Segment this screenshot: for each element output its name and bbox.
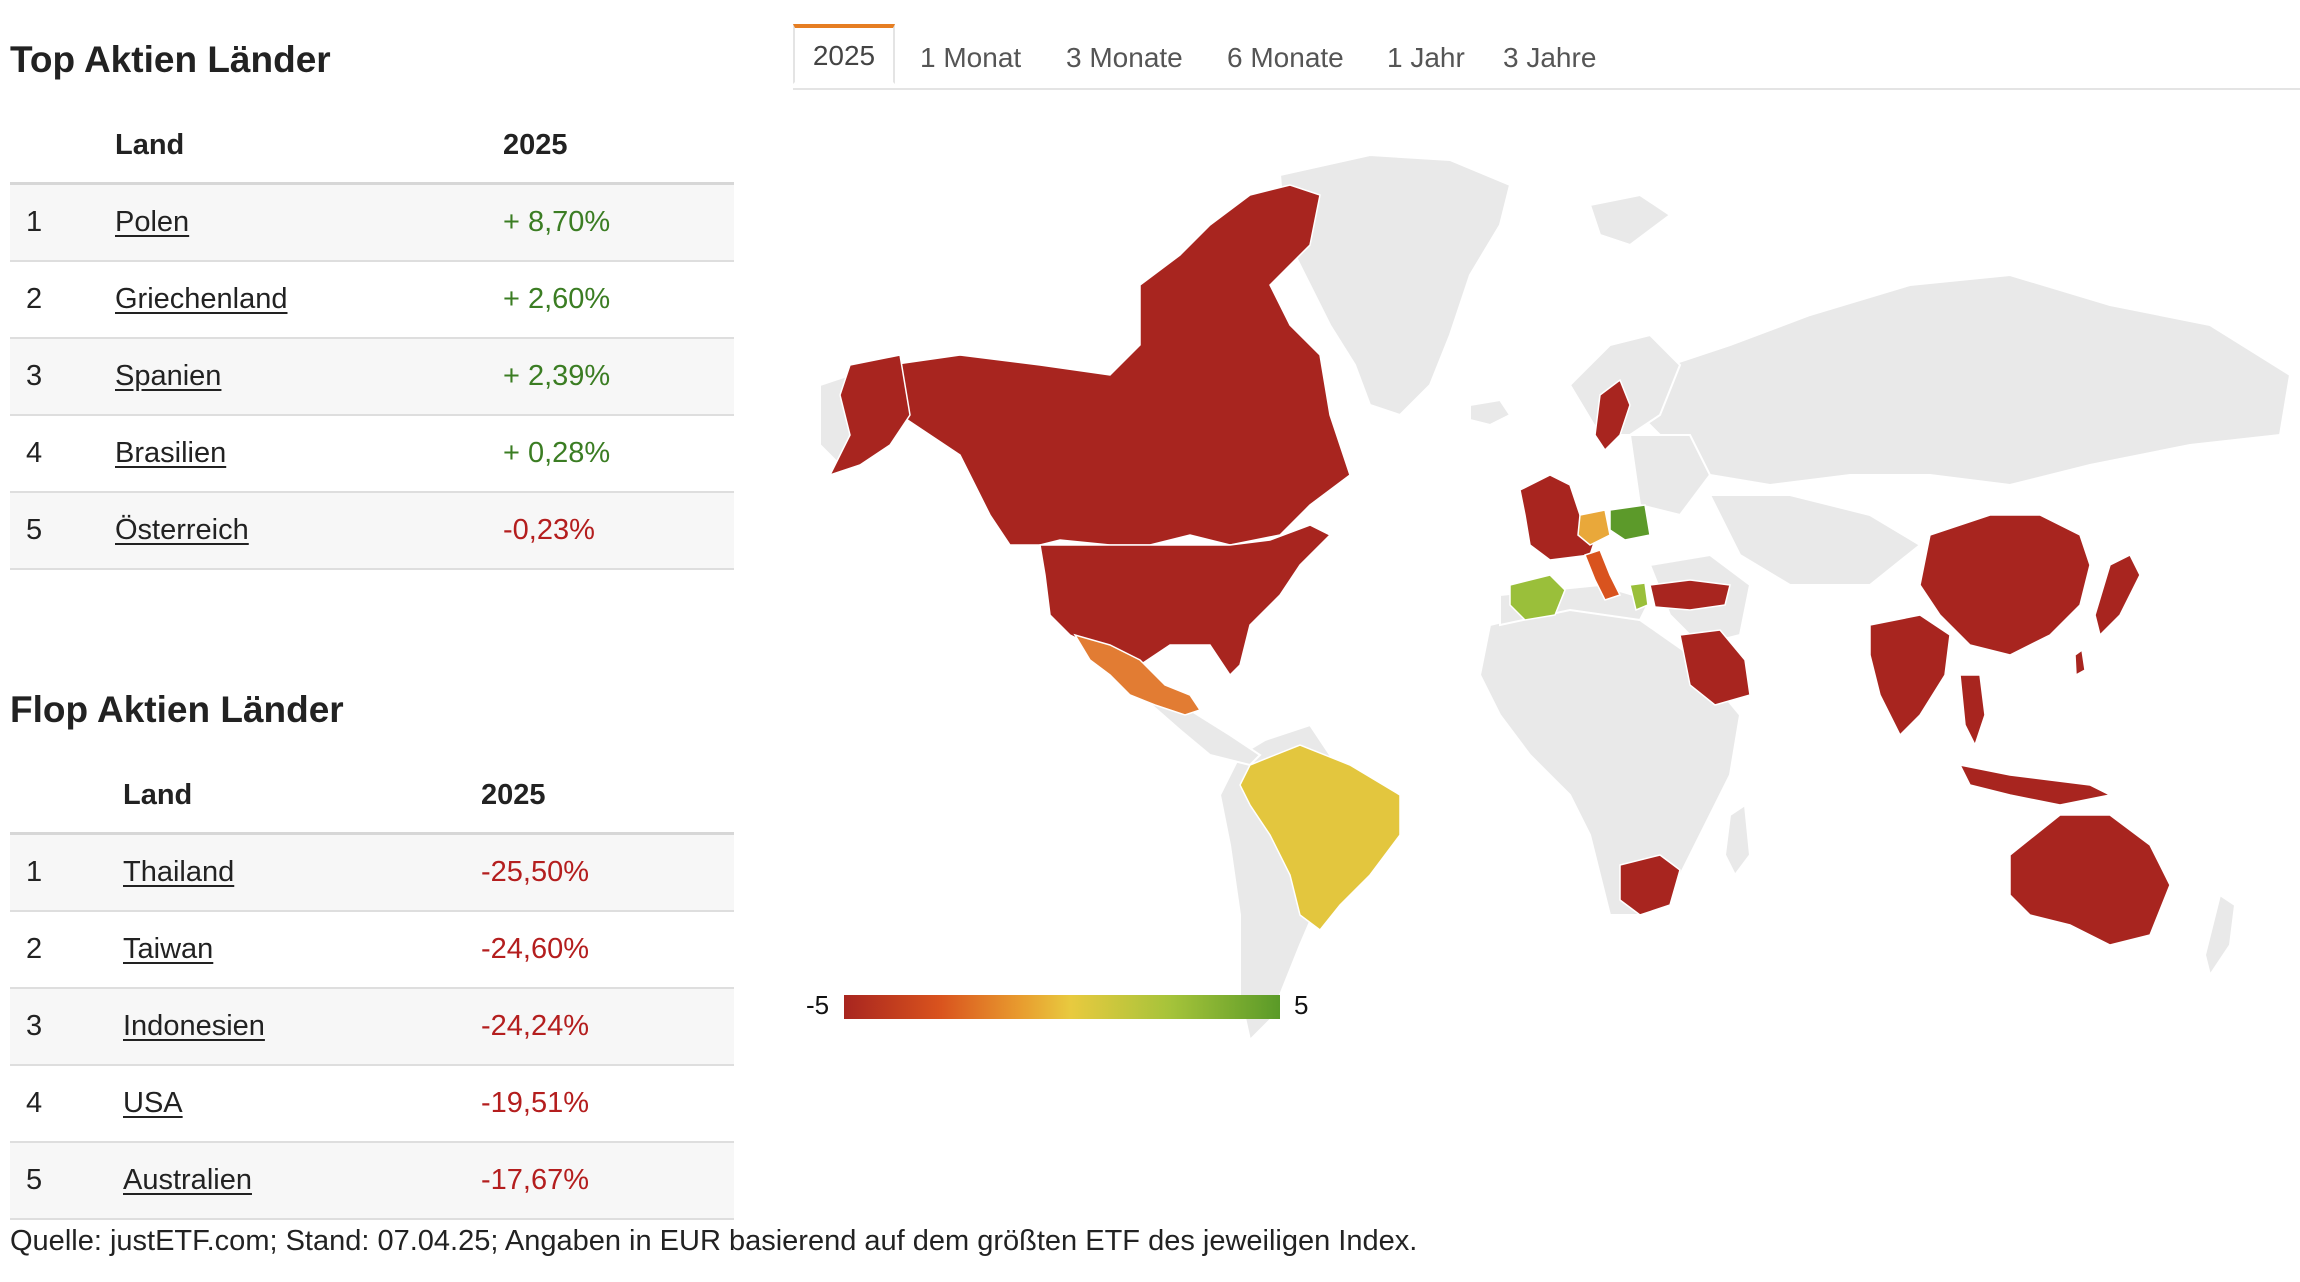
header-land: Land: [114, 108, 502, 185]
source-note: Quelle: justETF.com; Stand: 07.04.25; An…: [10, 1225, 1418, 1257]
world-map: [819, 153, 2292, 1042]
map-svalbard[interactable]: [1588, 193, 1672, 247]
flop-title: Flop Aktien Länder: [10, 689, 344, 730]
performance-value: + 0,28%: [502, 415, 734, 493]
country-link-brasilien[interactable]: Brasilien: [115, 437, 227, 469]
map-greece[interactable]: [1629, 582, 1649, 612]
rank-cell: 5: [10, 1142, 122, 1220]
table-row: 4 Brasilien + 0,28%: [10, 415, 734, 493]
map-eastern-europe[interactable]: [1628, 434, 1712, 517]
performance-value: + 2,39%: [502, 338, 734, 416]
country-link-usa[interactable]: USA: [123, 1087, 183, 1119]
map-japan[interactable]: [2094, 553, 2141, 637]
header-rank: [10, 108, 114, 185]
map-mexico[interactable]: [1073, 633, 1202, 716]
map-iceland[interactable]: [1469, 398, 1512, 427]
map-usa[interactable]: [1039, 524, 1332, 677]
table-row: 5 Australien -17,67%: [10, 1142, 734, 1220]
map-australia[interactable]: [2009, 814, 2171, 946]
country-link-thailand[interactable]: Thailand: [123, 856, 235, 888]
performance-value: -24,60%: [480, 911, 734, 989]
map-sweden[interactable]: [1594, 378, 1631, 452]
table-row: 2 Griechenland + 2,60%: [10, 261, 734, 339]
legend-min-label: -5: [806, 990, 830, 1020]
flop-table: Land 2025 1 Thailand -25,50% 2 Taiwan -2…: [10, 758, 734, 1220]
rankings-panel: Top Aktien Länder Land 2025 1 Polen + 8,…: [10, 30, 734, 1220]
map-madagascar[interactable]: [1723, 803, 1752, 877]
map-taiwan[interactable]: [2074, 648, 2086, 677]
performance-value: -25,50%: [480, 833, 734, 912]
country-link-indonesien[interactable]: Indonesien: [123, 1010, 265, 1042]
performance-value: + 8,70%: [502, 183, 734, 262]
tab-3-jahre[interactable]: 3 Jahre: [1503, 42, 1597, 73]
header-period: 2025: [480, 758, 734, 835]
header-land: Land: [122, 758, 480, 835]
rank-cell: 3: [10, 988, 122, 1066]
table-row: 1 Polen + 8,70%: [10, 183, 734, 262]
period-tabs: 2025 1 Monat 3 Monate 6 Monate 1 Jahr 3 …: [793, 24, 2300, 90]
map-central-asia[interactable]: [1708, 494, 1922, 586]
header-rank: [10, 758, 122, 835]
performance-value: -24,24%: [480, 988, 734, 1066]
table-row: 4 USA -19,51%: [10, 1065, 734, 1143]
header-period: 2025: [502, 108, 734, 185]
map-alaska-red[interactable]: [828, 354, 911, 477]
map-china[interactable]: [1919, 514, 2091, 656]
map-brazil[interactable]: [1239, 744, 1401, 932]
performance-value: -19,51%: [480, 1065, 734, 1143]
map-thailand[interactable]: [1959, 674, 1986, 747]
map-new-zealand[interactable]: [2203, 893, 2237, 978]
top-table: Land 2025 1 Polen + 8,70% 2 Griechenland…: [10, 108, 734, 570]
table-row: 1 Thailand -25,50%: [10, 833, 734, 912]
country-link-polen[interactable]: Polen: [115, 206, 190, 238]
legend-color-scale: [844, 995, 1280, 1019]
map-spain[interactable]: [1509, 574, 1566, 621]
rank-cell: 1: [10, 183, 114, 262]
rank-cell: 4: [10, 1065, 122, 1143]
map-central-america[interactable]: [1139, 694, 1262, 767]
tab-2025[interactable]: 2025: [793, 24, 895, 84]
performance-value: + 2,60%: [502, 261, 734, 339]
map-canada[interactable]: [889, 184, 1351, 546]
tab-1-jahr[interactable]: 1 Jahr: [1387, 42, 1465, 73]
country-link-australien[interactable]: Australien: [123, 1164, 252, 1196]
performance-value: -17,67%: [480, 1142, 734, 1220]
rank-cell: 4: [10, 415, 114, 493]
table-row: 2 Taiwan -24,60%: [10, 911, 734, 989]
map-south-africa[interactable]: [1619, 854, 1681, 916]
country-link-oesterreich[interactable]: Österreich: [115, 514, 249, 546]
map-indonesia[interactable]: [1958, 763, 2113, 806]
rank-cell: 5: [10, 492, 114, 570]
flop-table-header: Land 2025: [10, 758, 734, 835]
map-turkey[interactable]: [1649, 579, 1731, 611]
legend-max-label: 5: [1294, 990, 1309, 1020]
map-russia[interactable]: [1639, 273, 2292, 487]
tab-6-monate[interactable]: 6 Monate: [1227, 42, 1344, 73]
table-row: 3 Indonesien -24,24%: [10, 988, 734, 1066]
map-poland[interactable]: [1609, 504, 1651, 541]
country-link-taiwan[interactable]: Taiwan: [123, 933, 214, 965]
top-title: Top Aktien Länder: [10, 39, 331, 80]
map-austria[interactable]: [1577, 509, 1611, 546]
country-link-spanien[interactable]: Spanien: [115, 360, 222, 392]
performance-value: -0,23%: [502, 492, 734, 570]
rank-cell: 2: [10, 261, 114, 339]
rank-cell: 3: [10, 338, 114, 416]
map-greenland[interactable]: [1278, 153, 1512, 417]
map-india[interactable]: [1869, 614, 1951, 737]
tab-3-monate[interactable]: 3 Monate: [1066, 42, 1183, 73]
rank-cell: 2: [10, 911, 122, 989]
rank-cell: 1: [10, 833, 122, 912]
tab-1-monat[interactable]: 1 Monat: [920, 42, 1022, 73]
map-saudi-arabia[interactable]: [1679, 629, 1751, 706]
table-row: 3 Spanien + 2,39%: [10, 338, 734, 416]
table-row: 5 Österreich -0,23%: [10, 492, 734, 570]
map-italy[interactable]: [1584, 549, 1622, 601]
country-link-griechenland[interactable]: Griechenland: [115, 283, 288, 315]
top-table-header: Land 2025: [10, 108, 734, 185]
